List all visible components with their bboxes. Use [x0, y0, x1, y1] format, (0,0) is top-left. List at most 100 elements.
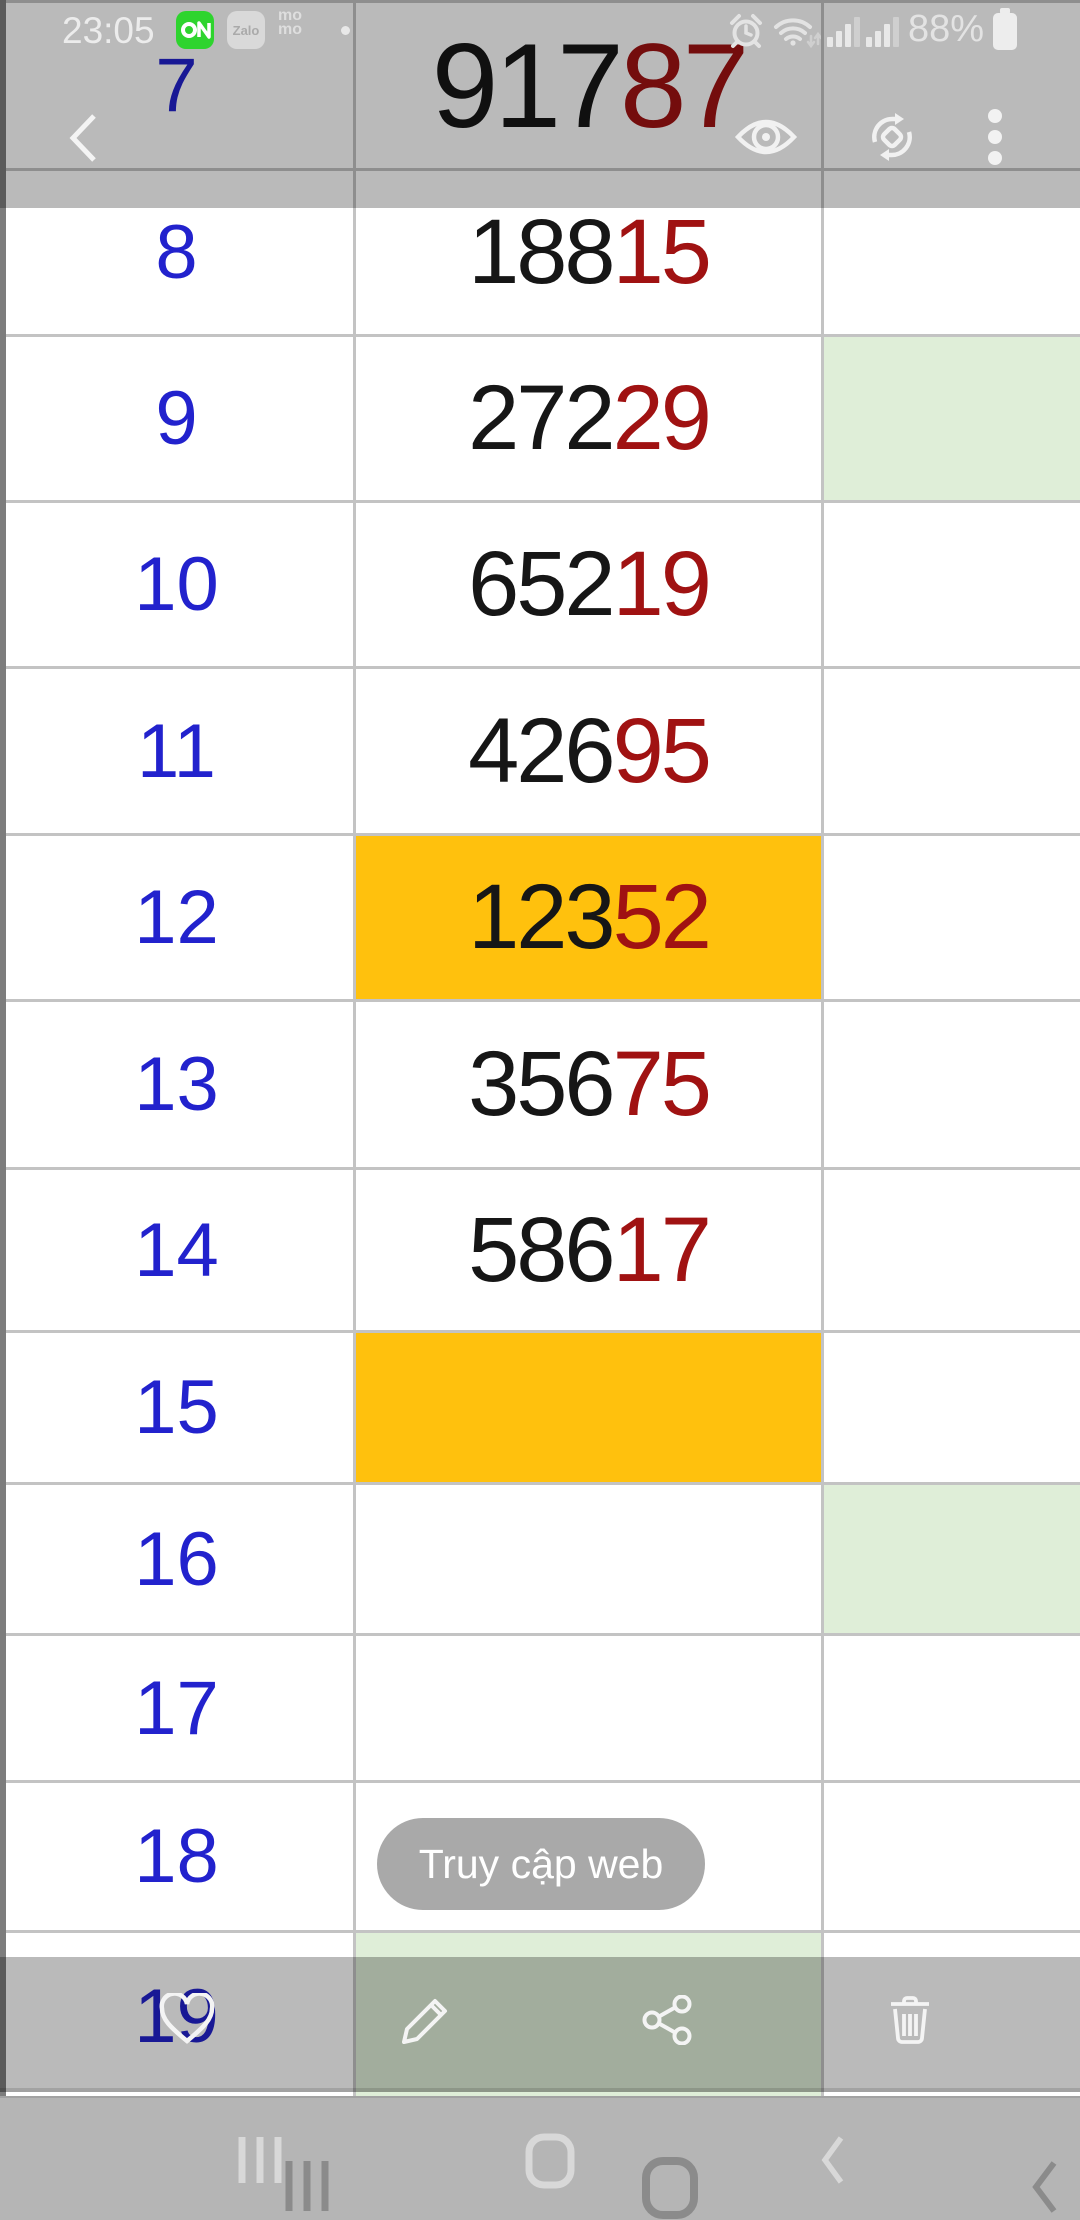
sync-icon[interactable] — [866, 110, 918, 164]
row-number: 8 — [155, 210, 198, 295]
cell-value: 27229 — [468, 367, 712, 469]
row-number-cell[interactable]: 17 — [0, 1636, 356, 1780]
value-cell[interactable] — [356, 1783, 824, 1930]
signal-bars-icon — [865, 15, 901, 52]
table-row: 11 42695 — [0, 669, 1080, 836]
row-number-cell[interactable]: 16 — [0, 1485, 356, 1633]
eye-icon[interactable] — [734, 112, 798, 162]
value-cell[interactable]: 27229 — [356, 337, 824, 500]
status-time: 23:05 — [62, 10, 155, 51]
value-cell[interactable]: 65219 — [356, 503, 824, 666]
navigation-bar — [0, 2096, 1080, 2220]
note-cell[interactable] — [824, 836, 1080, 999]
row-number: 9 — [155, 376, 198, 461]
value-cell[interactable]: 35675 — [356, 1002, 824, 1167]
value-cell[interactable]: 12352 — [356, 836, 824, 999]
note-cell[interactable] — [824, 1002, 1080, 1167]
cell-value: 42695 — [468, 699, 712, 802]
row-number-cell[interactable]: 8 — [0, 171, 356, 334]
table-left-edge — [0, 0, 6, 2103]
battery-percentage: 88% — [908, 8, 985, 50]
share-icon[interactable] — [640, 1995, 694, 2045]
row-number: 16 — [134, 1516, 219, 1602]
table-row: 7 91787 — [0, 3, 1080, 171]
momo-line1: mo — [278, 7, 302, 24]
back-nav-icon-ghost — [1028, 2158, 1060, 2220]
row-number-cell[interactable]: 19 — [0, 1933, 356, 2100]
recents-icon-ghost — [282, 2158, 332, 2219]
cell-value: 12352 — [468, 866, 712, 968]
table-row: 9 27229 — [0, 337, 1080, 503]
zalo-label: Zalo — [232, 22, 260, 38]
battery-icon — [992, 8, 1018, 55]
note-cell[interactable] — [824, 337, 1080, 500]
cell-value: 18815 — [468, 201, 712, 303]
table-row: 12 12352 — [0, 836, 1080, 1002]
table-row: 8 18815 — [0, 171, 1080, 337]
table-row: 13 35675 — [0, 1002, 1080, 1170]
row-number: 7 — [155, 43, 198, 128]
zalo-app-icon: Zalo — [227, 11, 265, 49]
row-number: 15 — [134, 1365, 219, 1450]
value-cell[interactable] — [356, 1333, 824, 1482]
note-cell[interactable] — [824, 1333, 1080, 1482]
row-number-cell[interactable]: 14 — [0, 1170, 356, 1330]
home-icon[interactable] — [524, 2132, 576, 2190]
row-number-cell[interactable]: 18 — [0, 1783, 356, 1930]
table-row: 16 — [0, 1485, 1080, 1636]
note-cell[interactable] — [824, 669, 1080, 833]
table-row: 15 — [0, 1333, 1080, 1485]
spreadsheet-table: 7 91787 8 18815 9 27229 10 65219 11 42695 12 12352 1… — [0, 0, 1080, 2103]
row-number-cell[interactable]: 13 — [0, 1002, 356, 1167]
value-cell[interactable]: 91787 — [356, 3, 824, 168]
recents-icon[interactable] — [236, 2134, 284, 2186]
open-web-chip[interactable]: Truy cập web — [377, 1818, 705, 1910]
row-number: 14 — [134, 1207, 219, 1293]
cell-value: 58617 — [468, 1198, 712, 1301]
back-nav-icon[interactable] — [818, 2134, 846, 2186]
edit-pencil-icon[interactable] — [399, 1995, 451, 2047]
row-number-cell[interactable]: 7 — [0, 3, 356, 168]
row-number: 12 — [134, 875, 219, 960]
alarm-icon — [727, 12, 765, 55]
note-cell[interactable] — [824, 503, 1080, 666]
table-row: 10 65219 — [0, 503, 1080, 669]
row-number: 19 — [134, 1974, 219, 2059]
note-cell[interactable] — [824, 1485, 1080, 1633]
delete-trash-icon[interactable] — [886, 1992, 934, 2046]
value-cell[interactable]: 58617 — [356, 1170, 824, 1330]
row-number: 10 — [134, 542, 219, 627]
table-row: 17 — [0, 1636, 1080, 1783]
note-cell[interactable] — [824, 1783, 1080, 1930]
notification-dot — [341, 26, 350, 35]
row-number-cell[interactable]: 12 — [0, 836, 356, 999]
value-cell[interactable] — [356, 1485, 824, 1633]
row-number: 13 — [134, 1042, 219, 1127]
table-row: 18 — [0, 1783, 1080, 1933]
row-number-cell[interactable]: 9 — [0, 337, 356, 500]
value-cell[interactable]: 42695 — [356, 669, 824, 833]
row-number: 17 — [134, 1665, 219, 1751]
momo-app-icon: mo mo — [278, 7, 302, 38]
bottom-toolbar-overlay — [0, 1957, 1080, 2092]
value-cell[interactable] — [356, 1636, 824, 1780]
value-cell[interactable]: 18815 — [356, 171, 824, 334]
back-button[interactable] — [64, 109, 104, 167]
cell-value: 65219 — [468, 533, 712, 635]
note-cell[interactable] — [824, 1636, 1080, 1780]
row-number-cell[interactable]: 15 — [0, 1333, 356, 1482]
favorite-heart-icon[interactable] — [158, 1993, 216, 2047]
row-number-cell[interactable]: 10 — [0, 503, 356, 666]
row-number: 18 — [134, 1814, 219, 1899]
cell-value: 91787 — [431, 18, 750, 153]
overflow-menu-icon[interactable] — [986, 108, 1004, 166]
cell-value: 35675 — [468, 1033, 712, 1135]
note-cell[interactable] — [824, 1170, 1080, 1330]
value-cell[interactable] — [356, 1933, 824, 2100]
home-icon-ghost — [641, 2156, 699, 2220]
on-app-icon — [176, 11, 214, 49]
open-web-chip-label: Truy cập web — [418, 1840, 664, 1887]
wifi-icon — [773, 14, 823, 55]
row-number-cell[interactable]: 11 — [0, 669, 356, 833]
